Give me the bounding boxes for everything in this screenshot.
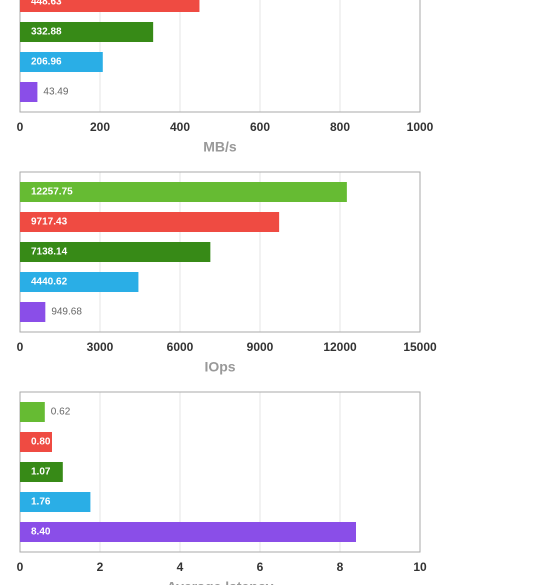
value-label: 0.62 <box>51 407 71 418</box>
x-tick-label: 2 <box>97 560 104 574</box>
x-tick-label: 800 <box>330 120 350 134</box>
value-label: 1.76 <box>31 497 51 508</box>
x-tick-label: 0 <box>17 340 24 354</box>
axis-label: Average latency <box>167 579 274 585</box>
bar <box>20 402 45 422</box>
bar <box>20 82 38 102</box>
value-label: 7138.14 <box>31 247 68 258</box>
axis-label: MB/s <box>203 139 237 155</box>
x-tick-label: 3000 <box>87 340 114 354</box>
x-tick-label: 0 <box>17 560 24 574</box>
value-label: 4440.62 <box>31 277 68 288</box>
value-label: 43.49 <box>43 87 68 98</box>
bar <box>20 302 46 322</box>
bar <box>20 0 200 12</box>
value-label: 1.07 <box>31 467 51 478</box>
bar <box>20 182 347 202</box>
x-tick-label: 6 <box>257 560 264 574</box>
bar <box>20 462 63 482</box>
x-tick-label: 400 <box>170 120 190 134</box>
x-tick-label: 9000 <box>247 340 274 354</box>
x-tick-label: 0 <box>17 120 24 134</box>
x-tick-label: 1000 <box>407 120 434 134</box>
value-label: 448.63 <box>31 0 62 8</box>
axis-label: IOps <box>204 359 235 375</box>
value-label: 9717.43 <box>31 217 68 228</box>
x-tick-label: 12000 <box>323 340 357 354</box>
bar <box>20 212 280 232</box>
bar <box>20 432 52 452</box>
x-tick-label: 10 <box>413 560 427 574</box>
value-label: 12257.75 <box>31 187 73 198</box>
x-tick-label: 600 <box>250 120 270 134</box>
bar <box>20 22 154 42</box>
bar <box>20 272 139 292</box>
x-tick-label: 4 <box>177 560 184 574</box>
value-label: 206.96 <box>31 57 62 68</box>
value-label: 332.88 <box>31 27 62 38</box>
x-tick-label: 15000 <box>403 340 437 354</box>
value-label: 0.80 <box>31 437 51 448</box>
bar <box>20 52 103 72</box>
x-tick-label: 8 <box>337 560 344 574</box>
bar <box>20 522 356 542</box>
x-tick-label: 200 <box>90 120 110 134</box>
bar <box>20 492 91 512</box>
x-tick-label: 6000 <box>167 340 194 354</box>
bar <box>20 242 211 262</box>
value-label: 949.68 <box>51 307 82 318</box>
value-label: 8.40 <box>31 527 51 538</box>
